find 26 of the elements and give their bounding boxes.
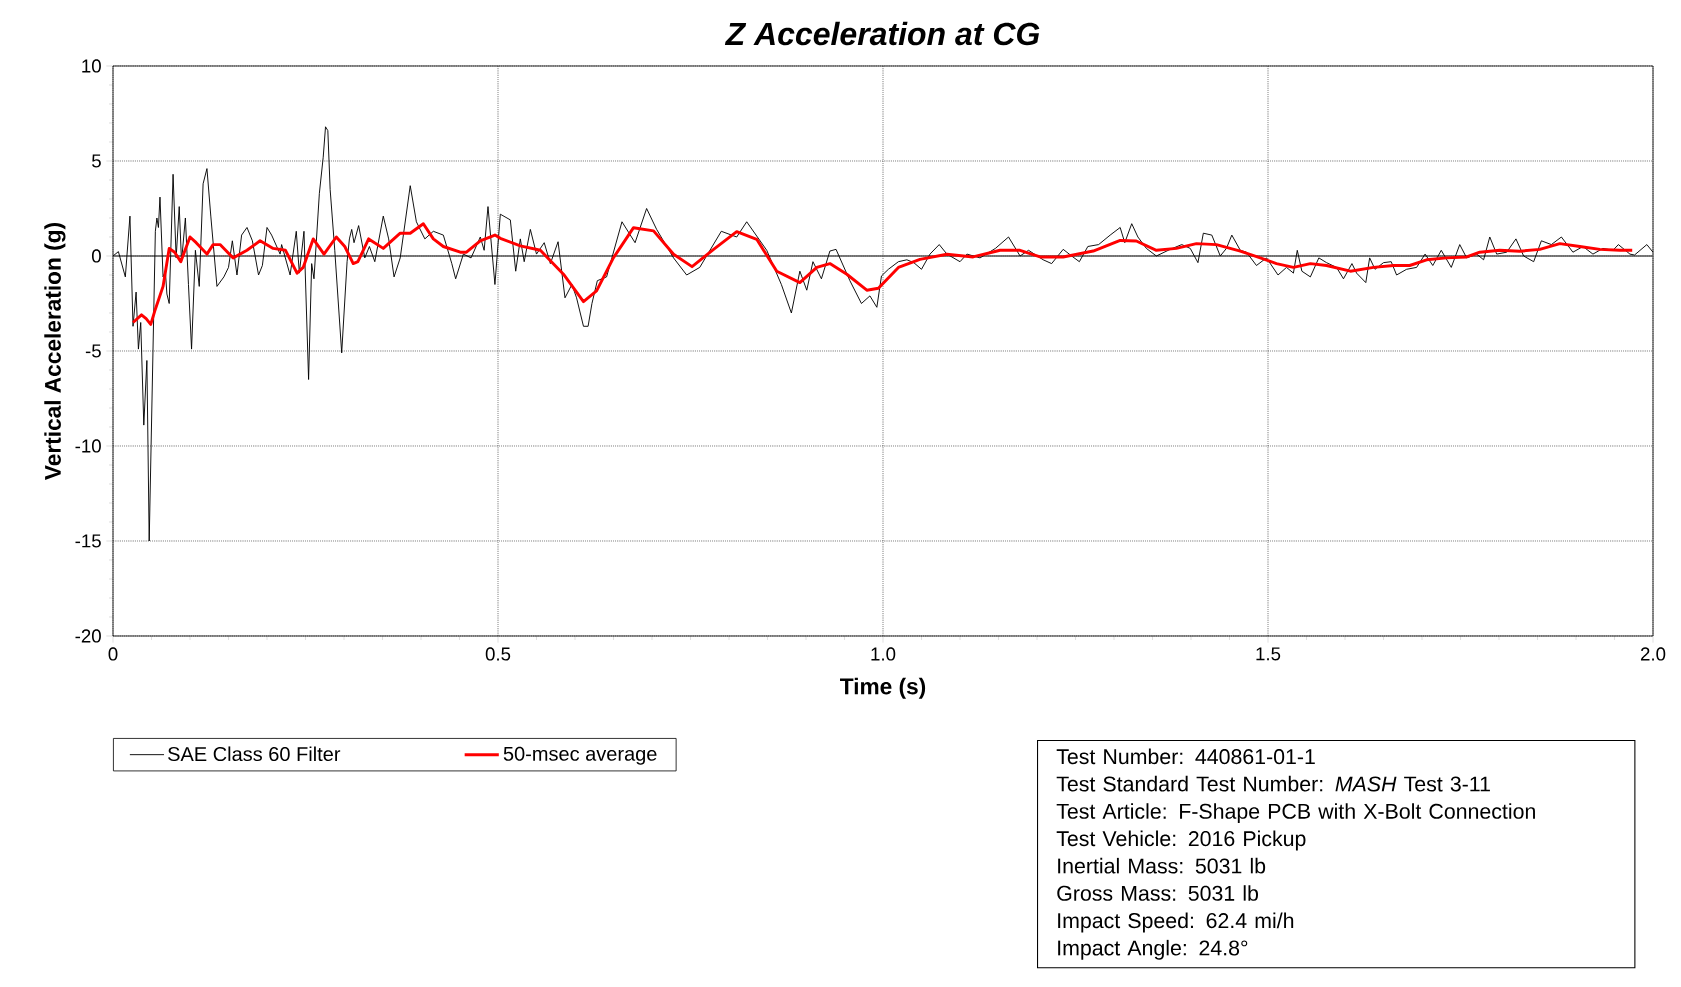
text: Gross Mass: 5031 lb (1057, 885, 1259, 901)
x-tick-label: 2.0 (1640, 647, 1666, 661)
text: Test Article: F-Shape PCB with X-Bolt Connection (1056, 803, 1535, 824)
y-tick-label: -10 (75, 439, 101, 453)
text: Test Standard Test Number: MASH Test 3-11 (1056, 775, 1490, 792)
legend-label: 50-msec average (503, 746, 657, 765)
text: Test Number: 440861-01-1 (1056, 748, 1315, 765)
x-tick-label: 1.0 (871, 647, 896, 661)
x-axis-title: Time (s) (840, 677, 926, 699)
text: Impact Speed: 62.4 mi/h (1058, 912, 1294, 933)
y-tick-label: -15 (75, 534, 101, 548)
y-tick-label: 0 (91, 249, 101, 263)
text: Inertial Mass: 5031 lb (1058, 857, 1266, 874)
legend-label: SAE Class 60 Filter (168, 746, 341, 762)
text: Test Vehicle: 2016 Pickup (1056, 830, 1306, 851)
x-tick-label: 0.5 (485, 647, 511, 661)
x-tick-label: 0 (108, 647, 118, 661)
y-tick-label: 10 (82, 59, 101, 73)
line-series (131, 222, 1634, 326)
y-axis-title: Vertical Acceleration (g) (44, 223, 66, 480)
y-tick-label: 5 (92, 154, 101, 168)
text: Impact Angle: 24.8° (1058, 939, 1248, 960)
y-tick-label: -5 (85, 344, 101, 358)
chart-title: Z Acceleration at CG (724, 21, 1040, 46)
y-tick-label: -20 (75, 629, 101, 643)
x-tick-label: 1.5 (1256, 647, 1281, 661)
